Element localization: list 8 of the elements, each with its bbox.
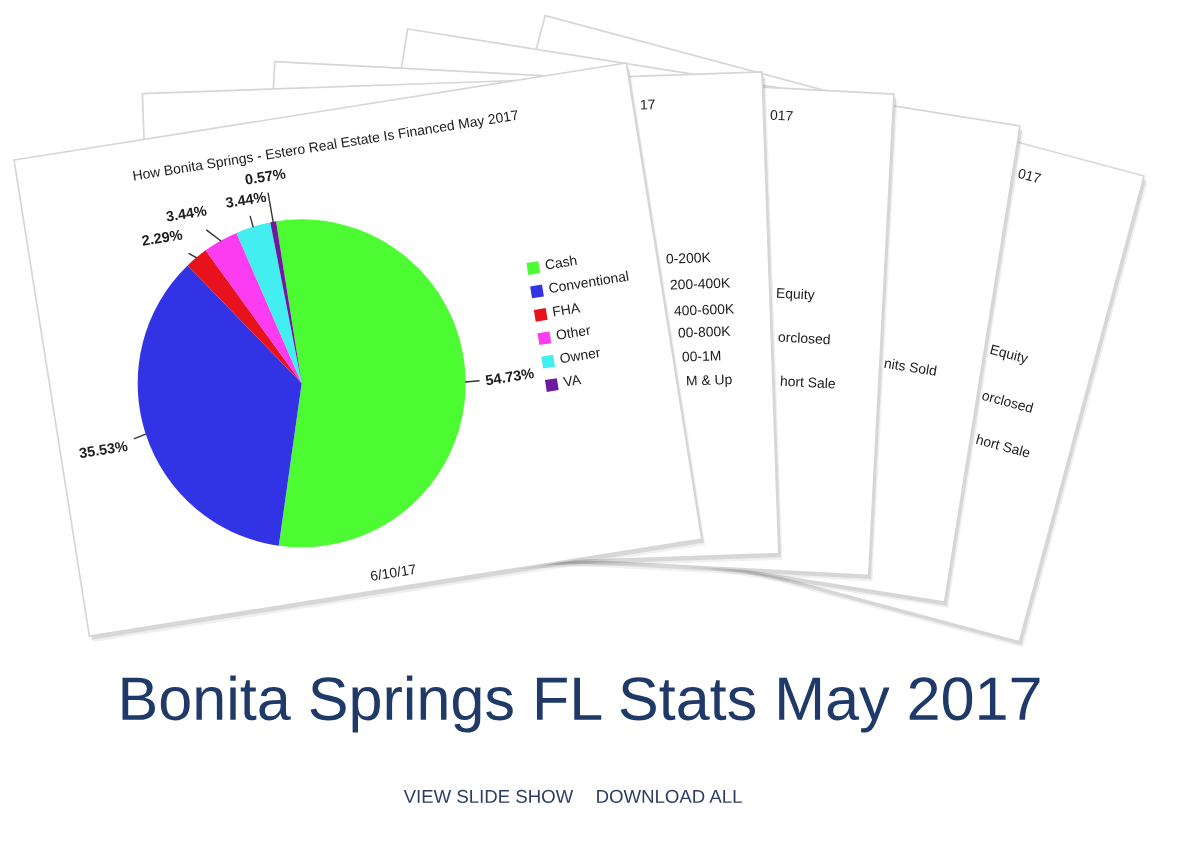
text: VIEW SLIDE SHOW	[403, 789, 574, 803]
pie-slice	[205, 232, 302, 384]
text: Bonita Springs FL Stats May 2017	[122, 675, 1040, 733]
pie-slice	[236, 222, 302, 384]
pie-slice	[187, 250, 302, 384]
text: DOWNLOAD ALL	[597, 789, 742, 803]
pie-slice	[137, 265, 302, 546]
pie-slice	[276, 219, 466, 548]
